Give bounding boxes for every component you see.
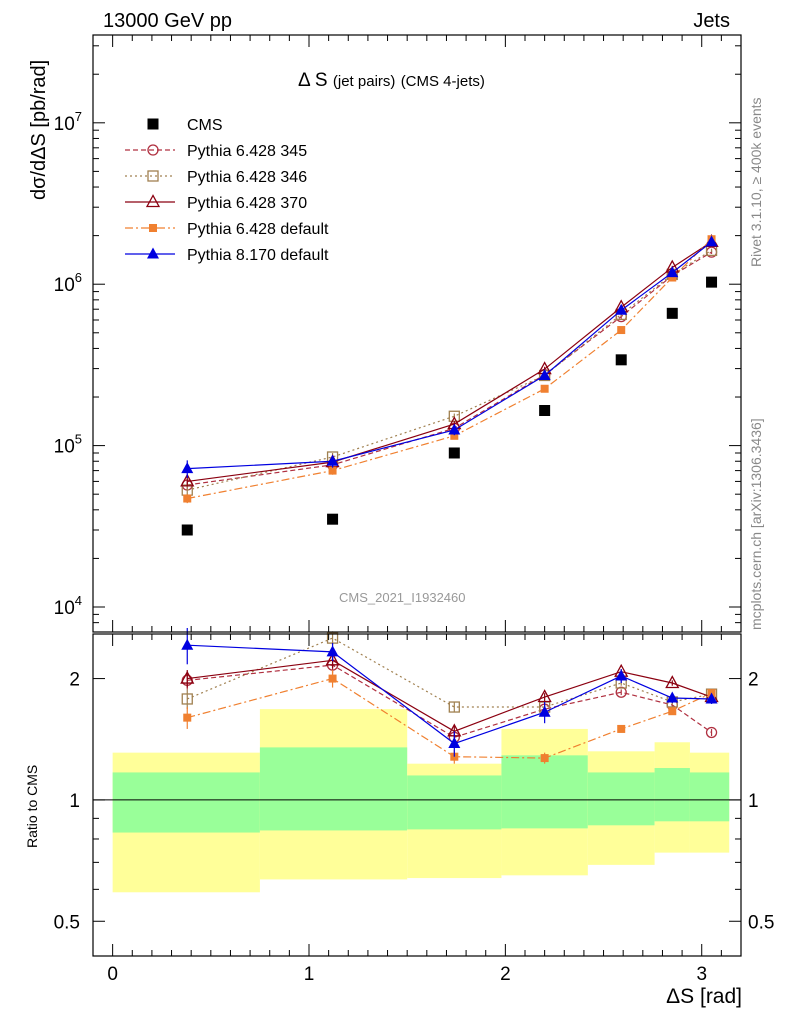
ratio-point-p8def-5 — [666, 691, 679, 703]
main-point-p8def-3 — [538, 368, 551, 380]
ratio-point-p8def-2 — [448, 737, 461, 749]
ratio-ytick-label-right-2: 2 — [748, 670, 759, 691]
ratio-band-green-3 — [501, 755, 588, 829]
main-line-p370 — [187, 241, 712, 483]
main-point-cms-3 — [539, 405, 551, 417]
ratio-point-p6def-4 — [617, 724, 626, 733]
ratio-point-p6def-0 — [183, 713, 192, 722]
plot-title-rest: (CMS 4-jets) — [400, 73, 485, 90]
header-right: Jets — [693, 10, 730, 32]
legend-marker-p370 — [145, 194, 161, 208]
legend-marker-p346 — [147, 170, 159, 182]
ratio-point-p370-0 — [180, 670, 195, 684]
ratio-panel — [93, 709, 741, 893]
legend-label-p8def: Pythia 8.170 default — [187, 247, 329, 264]
main-ytick-label-3: 107 — [54, 109, 82, 135]
ratio-point-p8def-3 — [538, 705, 551, 717]
main-line-p8def — [187, 241, 712, 470]
main-point-cms-5 — [666, 307, 678, 319]
x-tick-label-0: 0 — [107, 964, 118, 985]
chart-marks — [180, 233, 719, 764]
ratio-band-green-0 — [112, 772, 260, 833]
ratio-point-p8def-0 — [181, 638, 194, 650]
main-point-p8def-1 — [326, 454, 339, 466]
main-point-cms-2 — [448, 447, 460, 459]
ratio-ytick-label-left-2: 2 — [69, 670, 80, 691]
ratio-point-p370-3 — [537, 689, 552, 703]
ratio-point-p6def-1 — [328, 674, 337, 683]
ratio-ytick-label-right-0.5: 0.5 — [748, 912, 774, 933]
main-point-cms-0 — [181, 524, 193, 536]
main-point-p6def-2 — [450, 431, 459, 440]
legend-label-p345: Pythia 6.428 345 — [187, 143, 307, 160]
ratio-ytick-label-right-1: 1 — [748, 791, 759, 812]
y-axis-label-ratio: Ratio to CMS — [24, 764, 40, 848]
plot-title: Δ S (jet pairs) (CMS 4-jets) — [298, 70, 485, 92]
x-axis-label: ΔS [rad] — [666, 985, 742, 1008]
ratio-point-p345-6 — [705, 726, 718, 739]
main-point-p370-0 — [180, 473, 195, 487]
ratio-point-p8def-6 — [705, 692, 718, 704]
legend-label-p346: Pythia 6.428 346 — [187, 169, 307, 186]
main-point-cms-6 — [706, 276, 718, 288]
ratio-frame — [92, 633, 742, 957]
main-point-cms-4 — [615, 354, 627, 366]
ratio-point-p6def-5 — [668, 707, 677, 716]
x-tick-label-2: 2 — [500, 964, 511, 985]
watermark: CMS_2021_I1932460 — [339, 590, 466, 605]
main-point-p6def-1 — [328, 466, 337, 475]
x-tick-label-3: 3 — [696, 964, 707, 985]
ratio-point-p6def-3 — [540, 754, 549, 763]
header-left: 13000 GeV pp — [103, 10, 232, 32]
legend-label-cms: CMS — [187, 117, 223, 134]
ratio-ytick-label-left-0.5: 0.5 — [54, 912, 80, 933]
main-point-p8def-2 — [448, 423, 461, 435]
mcplots-label: mcplots.cern.ch [arXiv:1306.3436] — [748, 418, 764, 630]
main-point-p8def-5 — [666, 266, 679, 278]
main-point-p8def-6 — [705, 235, 718, 247]
y-axis-label-main: dσ/dΔS [pb/rad] — [28, 59, 50, 200]
ratio-point-p370-5 — [665, 675, 680, 689]
ratio-point-p345-4 — [615, 686, 627, 698]
ratio-band-green-2 — [407, 775, 502, 830]
plot-title-small: (jet pairs) — [332, 73, 396, 90]
ratio-point-p346-0 — [181, 693, 193, 705]
axes: CMS Pythia 6.428 345 Pythia 6.428 346 Pythi… — [54, 34, 774, 985]
legend-marker-p345 — [147, 144, 159, 156]
main-frame — [92, 34, 742, 633]
main-ytick-label-1: 105 — [54, 432, 82, 458]
main-point-cms-1 — [327, 513, 339, 525]
legend-marker-cms — [147, 118, 159, 130]
ratio-point-p8def-4 — [615, 669, 628, 681]
ratio-point-p346-2 — [448, 701, 460, 713]
rivet-label: Rivet 3.1.10, ≥ 400k events — [748, 97, 764, 267]
main-line-p6def — [187, 238, 712, 500]
ratio-point-p370-1 — [325, 652, 340, 666]
main-ytick-label-0: 104 — [54, 593, 82, 619]
ratio-ytick-label-left-1: 1 — [69, 791, 80, 812]
legend-marker-p8def — [147, 247, 159, 259]
ratio-band-green-5 — [654, 768, 690, 822]
legend-marker-p6def — [149, 224, 157, 232]
main-point-p6def-5 — [668, 273, 677, 282]
main-point-p8def-4 — [615, 303, 628, 315]
main-point-p6def-4 — [617, 326, 626, 335]
main-point-p6def-3 — [540, 384, 549, 393]
ratio-point-p8def-1 — [326, 645, 339, 657]
ratio-band-green-6 — [689, 772, 730, 822]
plot-title-symbol: Δ S — [298, 70, 328, 91]
ratio-band-green-4 — [587, 772, 655, 826]
main-point-p6def-0 — [183, 494, 192, 503]
x-tick-label-1: 1 — [304, 964, 315, 985]
ratio-band-green-1 — [259, 747, 408, 831]
main-point-p8def-0 — [181, 462, 194, 474]
legend-label-p370: Pythia 6.428 370 — [187, 195, 307, 212]
main-ytick-label-2: 106 — [54, 270, 82, 296]
legend-label-p6def: Pythia 6.428 default — [187, 221, 329, 238]
